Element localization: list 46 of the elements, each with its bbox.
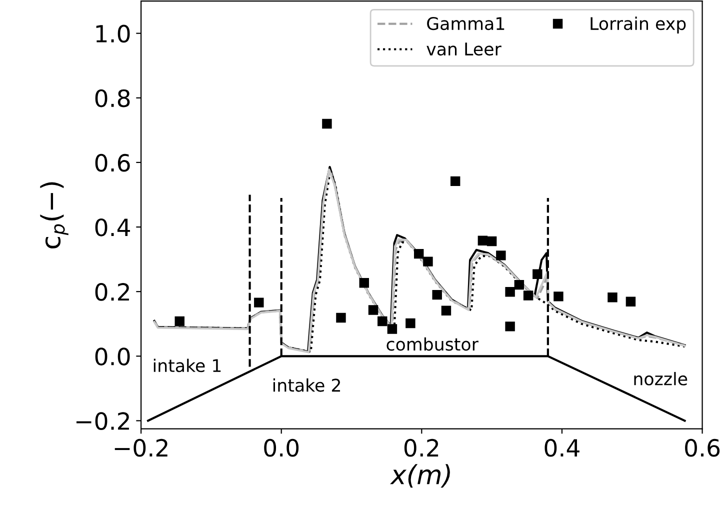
annotation: combustor	[386, 337, 478, 351]
annotation: intake 1	[154, 358, 221, 372]
legend-label: Lorrain exp	[590, 16, 686, 34]
y-tick-label: 1.0	[96, 24, 130, 43]
y-tick-label: −0.2	[76, 412, 129, 430]
point	[505, 287, 515, 297]
point	[174, 316, 184, 326]
point	[514, 280, 524, 290]
y-tick-label: 0.4	[95, 218, 130, 236]
annotation: intake 2	[273, 378, 340, 392]
point	[432, 290, 442, 300]
point	[254, 298, 264, 308]
point	[532, 269, 542, 280]
point	[336, 312, 346, 323]
x-axis-title: x(m)	[390, 464, 450, 488]
point	[505, 322, 515, 332]
x-tick-label: −0.2	[114, 438, 168, 457]
annotation: nozzle	[634, 372, 688, 386]
point	[554, 292, 564, 302]
point	[486, 236, 497, 246]
point	[322, 118, 332, 129]
y-tick-label: 0.2	[95, 283, 129, 301]
legend-label: Gamma1	[427, 16, 504, 30]
point	[441, 306, 452, 316]
y-tick-label: 0.6	[95, 154, 130, 172]
legend-label: van Leer	[426, 42, 502, 56]
point	[496, 250, 506, 260]
point	[359, 278, 369, 288]
y-tick-label: 0.8	[95, 89, 130, 108]
point	[608, 292, 618, 302]
x-tick-label: 0.2	[404, 438, 438, 457]
point	[626, 296, 636, 306]
x-tick-label: 0.4	[544, 438, 580, 457]
point	[414, 248, 424, 259]
y-tick-label: 0.0	[95, 348, 130, 366]
point	[450, 176, 460, 186]
point	[368, 305, 378, 315]
point	[523, 290, 534, 300]
point	[387, 324, 398, 334]
x-tick-label: 0.6	[685, 438, 720, 457]
x-tick-label: 0.0	[264, 438, 299, 457]
point	[378, 316, 388, 326]
y-axis-title: c$_{p}$(−)	[40, 182, 68, 248]
point	[406, 318, 416, 328]
point	[423, 256, 433, 266]
point	[478, 236, 488, 246]
